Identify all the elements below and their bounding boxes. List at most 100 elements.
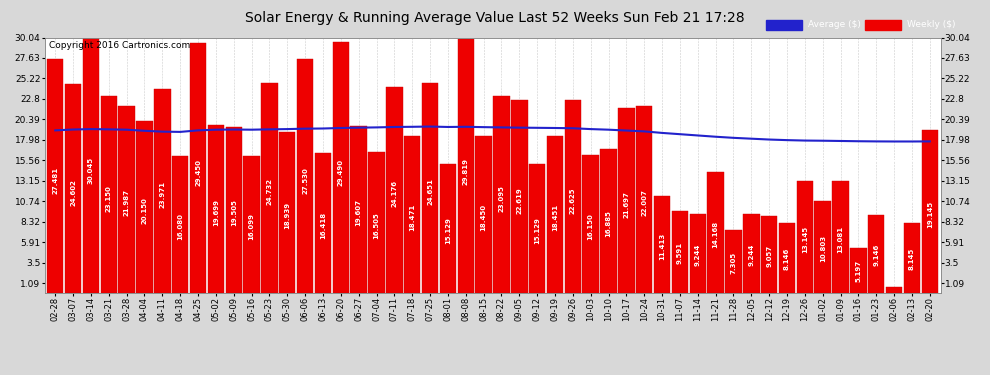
Bar xyxy=(600,149,617,292)
Bar xyxy=(83,38,99,292)
Text: 27.481: 27.481 xyxy=(52,167,58,194)
Bar xyxy=(457,39,474,292)
Text: 13.145: 13.145 xyxy=(802,225,808,252)
Bar xyxy=(190,42,206,292)
Text: 16.150: 16.150 xyxy=(588,213,594,240)
Bar xyxy=(261,82,277,292)
Bar xyxy=(65,84,81,292)
Text: 16.080: 16.080 xyxy=(177,213,183,240)
Text: 13.081: 13.081 xyxy=(838,226,843,253)
Text: 18.939: 18.939 xyxy=(284,202,290,229)
Bar xyxy=(766,20,802,30)
Bar xyxy=(440,164,456,292)
Bar xyxy=(850,248,866,292)
Bar xyxy=(279,132,295,292)
Bar xyxy=(48,59,63,292)
Text: 23.150: 23.150 xyxy=(106,185,112,211)
Text: 27.530: 27.530 xyxy=(302,167,308,194)
Bar xyxy=(904,224,920,292)
Text: 16.418: 16.418 xyxy=(320,212,326,239)
Bar xyxy=(546,136,563,292)
Bar xyxy=(564,100,581,292)
Text: 16.099: 16.099 xyxy=(248,213,254,240)
Bar xyxy=(653,196,670,292)
Bar xyxy=(618,108,635,292)
Bar xyxy=(119,106,135,292)
Text: 8.145: 8.145 xyxy=(909,248,915,270)
Bar xyxy=(726,231,742,292)
Bar xyxy=(244,156,259,292)
Text: 7.305: 7.305 xyxy=(731,252,737,274)
Text: Solar Energy & Running Average Value Last 52 Weeks Sun Feb 21 17:28: Solar Energy & Running Average Value Las… xyxy=(246,11,744,25)
Text: 22.007: 22.007 xyxy=(642,189,647,216)
Text: Weekly ($): Weekly ($) xyxy=(907,20,955,29)
Bar xyxy=(297,59,314,292)
Text: 24.732: 24.732 xyxy=(266,178,272,205)
Bar xyxy=(386,87,403,292)
Text: 18.451: 18.451 xyxy=(552,204,558,231)
Text: 19.607: 19.607 xyxy=(355,199,361,226)
Text: 22.625: 22.625 xyxy=(570,187,576,214)
Text: 16.505: 16.505 xyxy=(373,212,379,238)
Text: 21.987: 21.987 xyxy=(124,189,130,216)
Bar xyxy=(368,152,385,292)
Bar xyxy=(815,201,831,292)
Bar xyxy=(511,100,528,292)
Text: 14.168: 14.168 xyxy=(713,221,719,248)
Text: 15.129: 15.129 xyxy=(535,217,541,244)
Bar xyxy=(743,214,759,292)
Text: 23.095: 23.095 xyxy=(498,185,505,212)
Text: 18.450: 18.450 xyxy=(480,204,487,231)
Text: 21.697: 21.697 xyxy=(624,190,630,217)
Text: 5.197: 5.197 xyxy=(855,260,861,282)
Text: 30.045: 30.045 xyxy=(88,156,94,184)
Bar xyxy=(690,214,706,292)
Text: Average ($): Average ($) xyxy=(808,20,860,29)
Bar xyxy=(582,155,599,292)
Text: 22.619: 22.619 xyxy=(517,187,523,214)
Text: 19.145: 19.145 xyxy=(927,201,933,228)
Text: 9.244: 9.244 xyxy=(748,244,754,266)
Bar xyxy=(922,130,938,292)
Bar xyxy=(101,96,117,292)
Bar xyxy=(315,153,332,292)
Bar xyxy=(208,125,224,292)
Text: 29.819: 29.819 xyxy=(462,158,468,184)
Text: 9.057: 9.057 xyxy=(766,244,772,267)
Bar xyxy=(137,122,152,292)
Text: 19.699: 19.699 xyxy=(213,199,219,226)
Text: 24.176: 24.176 xyxy=(391,180,397,207)
Text: 8.146: 8.146 xyxy=(784,248,790,270)
Bar xyxy=(865,20,901,30)
Text: 29.490: 29.490 xyxy=(338,159,344,186)
Text: Copyright 2016 Cartronics.com: Copyright 2016 Cartronics.com xyxy=(50,41,190,50)
Text: 9.146: 9.146 xyxy=(873,244,879,266)
Bar xyxy=(636,106,652,292)
Text: 20.150: 20.150 xyxy=(142,197,148,224)
Bar xyxy=(761,216,777,292)
Bar xyxy=(833,182,848,292)
Text: 10.803: 10.803 xyxy=(820,235,826,262)
Bar xyxy=(226,127,242,292)
Text: 15.129: 15.129 xyxy=(445,217,450,244)
Text: 9.244: 9.244 xyxy=(695,244,701,266)
Bar xyxy=(672,211,688,292)
Bar xyxy=(172,156,188,292)
Text: 23.971: 23.971 xyxy=(159,182,165,209)
Bar xyxy=(779,224,795,292)
Bar xyxy=(422,83,439,292)
Bar xyxy=(868,215,884,292)
Bar xyxy=(797,181,813,292)
Text: 9.591: 9.591 xyxy=(677,242,683,264)
Bar xyxy=(493,96,510,292)
Bar xyxy=(333,42,349,292)
Text: 18.471: 18.471 xyxy=(409,204,415,231)
Bar xyxy=(529,164,545,292)
Bar xyxy=(475,136,492,292)
Text: 16.885: 16.885 xyxy=(606,210,612,237)
Text: 24.602: 24.602 xyxy=(70,179,76,206)
Bar xyxy=(886,287,902,292)
Bar xyxy=(404,136,421,292)
Bar xyxy=(708,172,724,292)
Bar xyxy=(154,89,170,292)
